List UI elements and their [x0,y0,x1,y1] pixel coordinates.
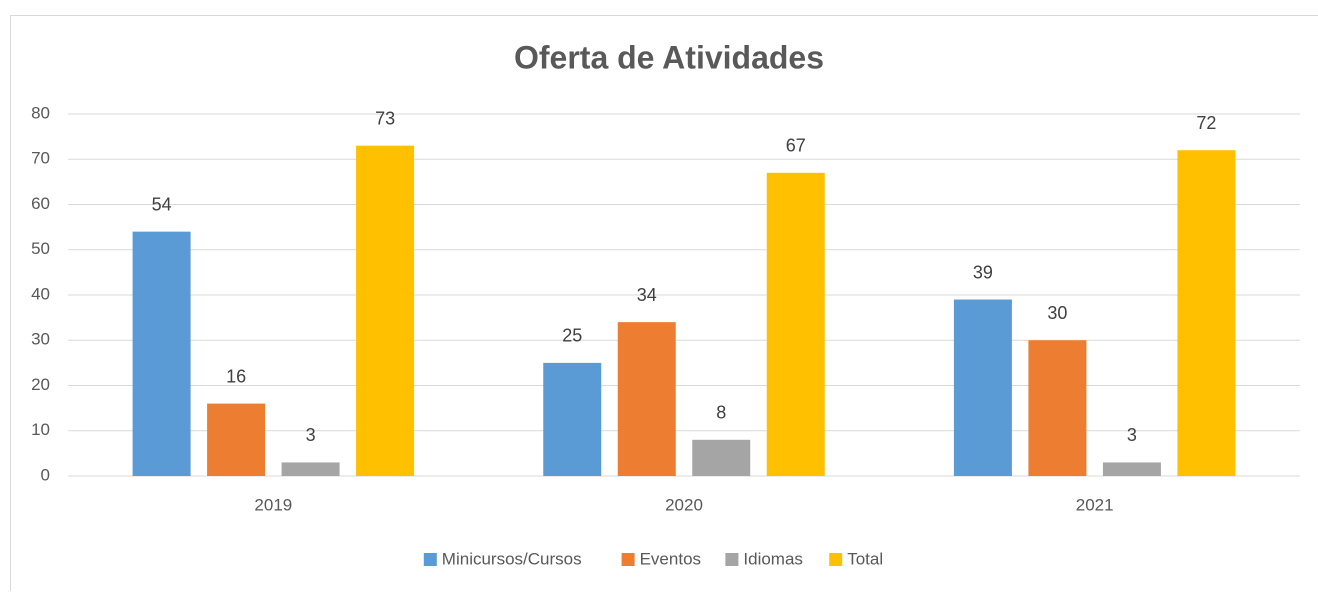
bar [618,322,676,476]
bar [133,232,191,476]
x-tick-label: 2019 [254,495,292,514]
y-tick-label: 80 [31,103,50,122]
data-label: 3 [1127,425,1137,445]
y-tick-label: 20 [31,375,50,394]
data-label: 39 [973,262,993,282]
data-label: 30 [1047,303,1067,323]
data-label: 73 [375,108,395,128]
data-label: 67 [786,136,806,156]
data-label: 8 [716,403,726,423]
y-tick-label: 70 [31,149,50,168]
y-tick-label: 50 [31,239,50,258]
y-tick-label: 30 [31,330,50,349]
y-tick-label: 0 [41,465,50,484]
bar [1028,340,1086,476]
data-label: 54 [152,194,172,214]
data-label: 34 [637,285,657,305]
x-tick-label: 2021 [1076,495,1114,514]
legend-swatch [725,553,738,566]
data-label: 3 [306,425,316,445]
bar [207,404,265,476]
legend-label: Minicursos/Cursos [442,549,582,568]
legend-label: Idiomas [743,549,803,568]
legend-swatch [829,553,842,566]
data-label: 25 [562,326,582,346]
bar [282,462,340,476]
data-label: 72 [1196,113,1216,133]
x-tick-label: 2020 [665,495,703,514]
bar [356,146,414,476]
bar [954,300,1012,476]
bar [1103,462,1161,476]
legend-label: Total [847,549,883,568]
chart-title: Oferta de Atividades [514,39,824,75]
legend-label: Eventos [640,549,701,568]
bar [543,363,601,476]
y-tick-label: 60 [31,194,50,213]
bar [692,440,750,476]
legend-swatch [622,553,635,566]
data-label: 16 [226,366,246,386]
y-tick-label: 40 [31,284,50,303]
bar [767,173,825,476]
bar [1177,150,1235,476]
legend-swatch [424,553,437,566]
y-tick-label: 10 [31,420,50,439]
